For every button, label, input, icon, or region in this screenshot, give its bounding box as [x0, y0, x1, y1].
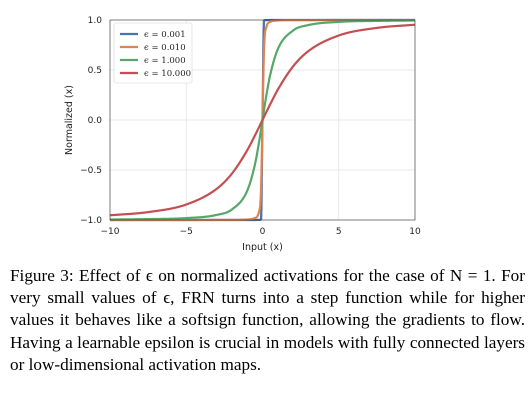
- x-tick-label: 0: [260, 227, 266, 237]
- x-tick-label: 10: [409, 227, 421, 237]
- legend-box: [113, 22, 193, 84]
- x-tick-label: 5: [336, 227, 342, 237]
- y-tick-label: 1.0: [88, 16, 103, 26]
- legend-label-0: ϵ = 0.001: [144, 30, 186, 40]
- plot-frame: [109, 19, 416, 221]
- x-tick-label: −10: [101, 227, 120, 237]
- x-tick-label: −5: [180, 227, 193, 237]
- line-chart: −10 −5 0 5 10 −1.0 −0.5 0.0 0.5 1.0 Input (x) Nor…: [64, 16, 421, 253]
- y-tick-label: −1.0: [80, 216, 102, 226]
- legend-label-3: ϵ = 10.000: [144, 69, 191, 79]
- tick-labels: −10 −5 0 5 10 −1.0 −0.5 0.0 0.5 1.0: [80, 16, 421, 237]
- legend: ϵ = 0.001 ϵ = 0.010 ϵ = 1.000 ϵ = 10.000: [113, 22, 193, 84]
- figure-caption: Figure 3: Effect of ϵ on normalized acti…: [10, 266, 525, 374]
- legend-label-1: ϵ = 0.010: [144, 43, 186, 53]
- x-axis-label: Input (x): [242, 242, 283, 253]
- y-tick-label: −0.5: [80, 166, 102, 176]
- y-axis-label: Normalized (x): [64, 85, 75, 155]
- legend-label-2: ϵ = 1.000: [144, 56, 186, 66]
- y-tick-label: 0.0: [88, 116, 103, 126]
- axes: [109, 19, 416, 221]
- series-line-3: [109, 23, 416, 217]
- y-tick-label: 0.5: [88, 66, 102, 76]
